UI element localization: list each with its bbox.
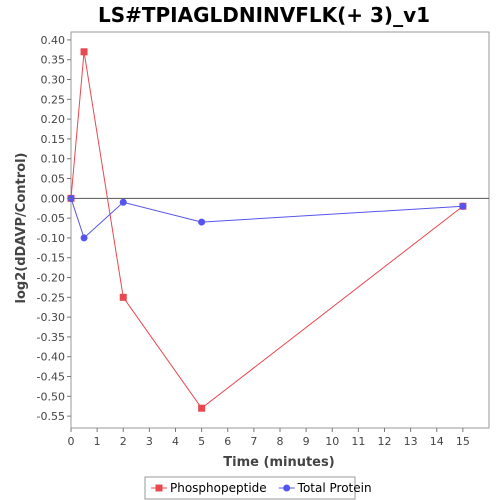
y-tick-label: 0.15 (41, 133, 66, 146)
y-tick-label: 0.35 (41, 54, 66, 67)
legend-label-1: Phosphopeptide (170, 481, 267, 495)
y-tick-label: -0.55 (37, 410, 65, 423)
x-tick-label: 11 (351, 435, 365, 448)
x-tick-label: 4 (172, 435, 179, 448)
data-point-circle (198, 218, 206, 226)
data-point-square (198, 404, 206, 412)
legend-label-2: Total Protein (297, 481, 372, 495)
plot-area (67, 31, 490, 429)
y-tick-label: -0.05 (37, 212, 65, 225)
x-tick-label: 12 (378, 435, 392, 448)
axes: 0.40 0.35 0.30 0.25 0.20 0.15 0.10 0.05 0.00 -0.0… (37, 34, 470, 448)
x-tick-label: 3 (146, 435, 153, 448)
y-tick-label: 0.10 (41, 153, 66, 166)
y-tick-label: 0.20 (41, 113, 66, 126)
legend-box (144, 476, 356, 500)
y-tick-label: -0.35 (37, 331, 65, 344)
y-tick-label: 0.25 (41, 93, 66, 106)
data-point-circle (119, 198, 127, 206)
legend: Phosphopeptide Total Protein (144, 476, 372, 500)
y-axis-label: log2(dDAVP/Control) (14, 153, 29, 304)
data-point-square (119, 293, 127, 301)
data-point-square (80, 48, 88, 56)
x-tick-label: 14 (430, 435, 444, 448)
y-tick-label: 0.30 (41, 74, 66, 87)
x-tick-label: 1 (94, 435, 101, 448)
data-point-circle (459, 202, 467, 210)
y-tick-label: -0.40 (37, 351, 65, 364)
data-point-circle (80, 234, 88, 242)
y-tick-label: -0.10 (37, 232, 65, 245)
y-tick-label: -0.20 (37, 272, 65, 285)
legend-marker-square (155, 484, 163, 492)
x-axis-label: Time (minutes) (223, 455, 334, 470)
y-tick-label: -0.15 (37, 252, 65, 265)
y-tick-label: 0.40 (41, 34, 66, 47)
plot-frame (70, 31, 490, 429)
x-tick-label: 10 (325, 435, 339, 448)
y-tick-label: -0.50 (37, 390, 65, 403)
x-tick-label: 7 (250, 435, 257, 448)
legend-marker-circle (283, 484, 291, 492)
x-tick-label: 5 (198, 435, 205, 448)
chart-title: LS#TPIAGLDNINVFLK(+ 3)_v1 (98, 3, 430, 27)
y-tick-label: -0.25 (37, 291, 65, 304)
y-tick-label: 0.00 (41, 192, 66, 205)
x-tick-label: 0 (68, 435, 75, 448)
x-tick-label: 9 (303, 435, 310, 448)
x-tick-label: 6 (224, 435, 231, 448)
x-tick-label: 15 (456, 435, 470, 448)
y-tick-label: 0.05 (41, 173, 66, 186)
x-tick-label: 2 (120, 435, 127, 448)
x-tick-label: 13 (404, 435, 418, 448)
x-tick-label: 8 (277, 435, 284, 448)
y-tick-label: -0.30 (37, 311, 65, 324)
y-tick-label: -0.45 (37, 371, 65, 384)
